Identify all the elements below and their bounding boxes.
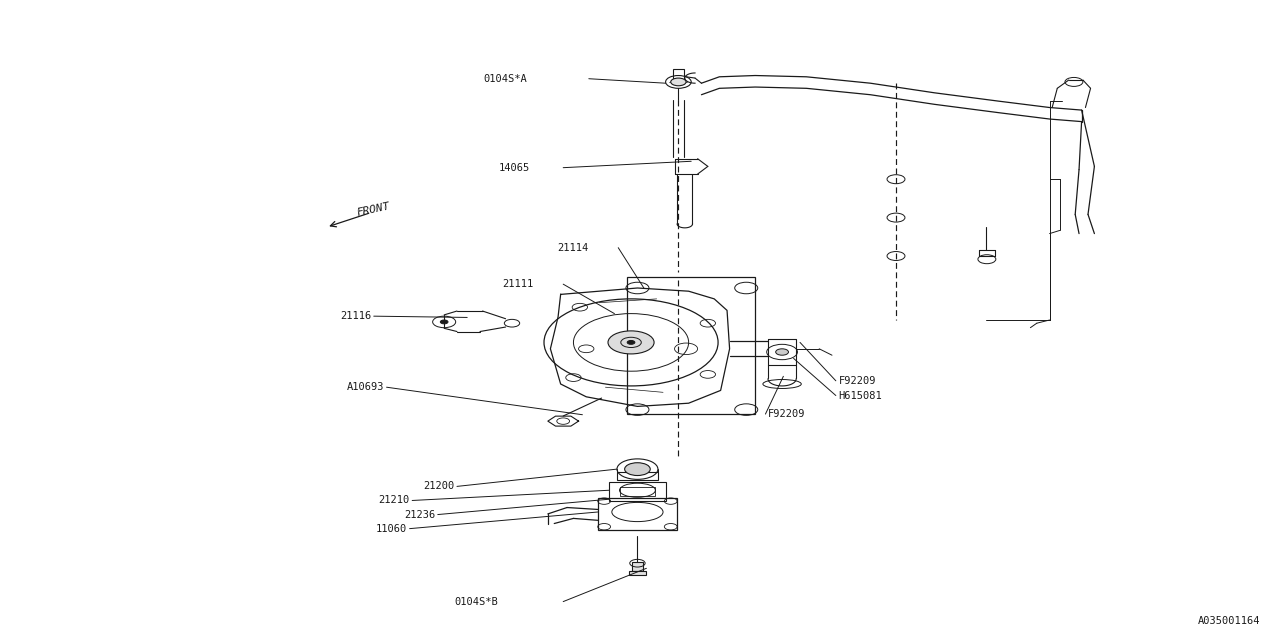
Text: 21114: 21114: [557, 243, 588, 253]
Bar: [620, 487, 655, 496]
Bar: [609, 482, 667, 501]
Polygon shape: [548, 416, 579, 426]
Circle shape: [776, 349, 788, 355]
Text: 11060: 11060: [376, 524, 407, 534]
Text: 21210: 21210: [379, 495, 410, 506]
Circle shape: [627, 340, 635, 344]
Text: 0104S*B: 0104S*B: [454, 596, 498, 607]
Text: F92209: F92209: [838, 376, 876, 386]
Text: A10693: A10693: [347, 382, 384, 392]
Bar: [617, 472, 658, 480]
Bar: [673, 69, 685, 82]
Text: FRONT: FRONT: [356, 202, 390, 218]
Circle shape: [608, 331, 654, 354]
Bar: [632, 562, 643, 571]
Text: 21236: 21236: [404, 509, 435, 520]
Text: 21200: 21200: [424, 481, 454, 492]
Text: A035001164: A035001164: [1198, 616, 1261, 626]
Circle shape: [625, 463, 650, 476]
Text: 21111: 21111: [502, 279, 532, 289]
Text: 0104S*A: 0104S*A: [484, 74, 527, 84]
Circle shape: [440, 320, 448, 324]
Bar: [598, 498, 677, 530]
Text: 21116: 21116: [340, 311, 371, 321]
Bar: [630, 571, 646, 575]
Text: 14065: 14065: [499, 163, 530, 173]
Text: F92209: F92209: [768, 409, 805, 419]
Text: H615081: H615081: [838, 390, 882, 401]
Circle shape: [671, 78, 686, 86]
Bar: [627, 277, 755, 415]
